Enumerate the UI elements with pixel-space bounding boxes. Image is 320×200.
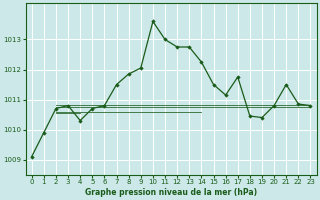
- X-axis label: Graphe pression niveau de la mer (hPa): Graphe pression niveau de la mer (hPa): [85, 188, 257, 197]
